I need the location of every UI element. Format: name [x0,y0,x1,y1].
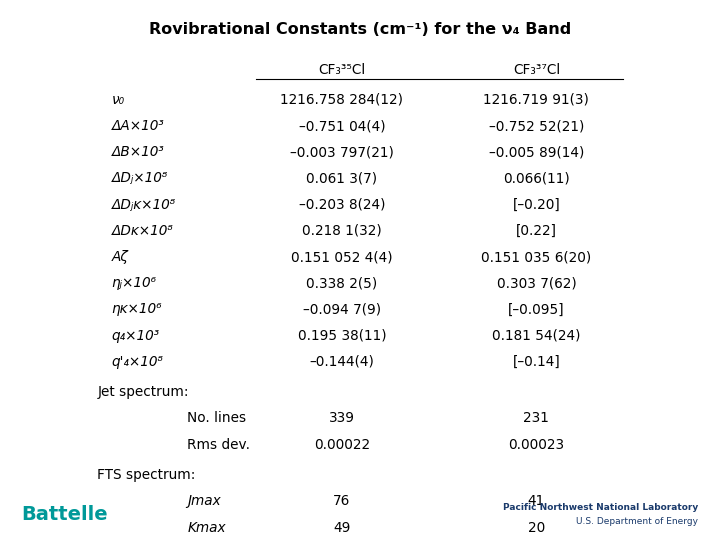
Text: Jmax: Jmax [187,495,221,508]
Text: –0.752 52(21): –0.752 52(21) [489,119,584,133]
Text: 231: 231 [523,411,549,426]
Text: 0.151 035 6(20): 0.151 035 6(20) [481,250,592,264]
Text: 0.181 54(24): 0.181 54(24) [492,329,580,342]
Text: 0.218 1(32): 0.218 1(32) [302,224,382,238]
Text: q'₄×10⁸: q'₄×10⁸ [112,355,163,369]
Text: ΔDᴋ×10⁸: ΔDᴋ×10⁸ [112,224,174,238]
Text: [–0.095]: [–0.095] [508,302,564,316]
Text: Jet spectrum:: Jet spectrum: [97,386,189,399]
Text: 339: 339 [329,411,355,426]
Text: [–0.20]: [–0.20] [513,198,560,212]
Text: No. lines: No. lines [187,411,246,426]
Text: Pacific Northwest National Laboratory: Pacific Northwest National Laboratory [503,503,698,512]
Text: 49: 49 [333,521,351,535]
Text: CF₃³⁷Cl: CF₃³⁷Cl [513,63,560,77]
Text: 0.066(11): 0.066(11) [503,172,570,185]
Text: [–0.14]: [–0.14] [513,355,560,369]
Text: –0.144(4): –0.144(4) [310,355,374,369]
Text: Battelle: Battelle [22,504,108,524]
Text: 1216.758 284(12): 1216.758 284(12) [281,93,403,107]
Text: –0.751 04(4): –0.751 04(4) [299,119,385,133]
Text: –0.003 797(21): –0.003 797(21) [290,145,394,159]
Text: 0.303 7(62): 0.303 7(62) [497,276,576,290]
Text: Rovibrational Constants (cm⁻¹) for the ν₄ Band: Rovibrational Constants (cm⁻¹) for the ν… [149,22,571,37]
Text: ΔB×10³: ΔB×10³ [112,145,164,159]
Text: CF₃³⁵Cl: CF₃³⁵Cl [318,63,366,77]
Text: [0.22]: [0.22] [516,224,557,238]
Text: 20: 20 [528,521,545,535]
Text: 76: 76 [333,495,351,508]
Text: –0.005 89(14): –0.005 89(14) [489,145,584,159]
Text: Kmax: Kmax [187,521,226,535]
Text: ΔDⱼᴋ×10⁸: ΔDⱼᴋ×10⁸ [112,198,176,212]
Text: Rms dev.: Rms dev. [187,438,251,451]
Text: 0.151 052 4(4): 0.151 052 4(4) [291,250,393,264]
Text: –0.203 8(24): –0.203 8(24) [299,198,385,212]
Text: ΔDⱼ×10⁸: ΔDⱼ×10⁸ [112,172,168,185]
Text: ηⱼ×10⁶: ηⱼ×10⁶ [112,276,157,290]
Text: q₄×10³: q₄×10³ [112,329,160,342]
Text: 41: 41 [528,495,545,508]
Text: 0.00022: 0.00022 [314,438,370,451]
Text: Aζ: Aζ [112,250,128,264]
Text: 1216.719 91(3): 1216.719 91(3) [483,93,590,107]
Text: 0.00023: 0.00023 [508,438,564,451]
Text: ΔA×10³: ΔA×10³ [112,119,164,133]
Text: ν₀: ν₀ [112,93,125,107]
Text: 0.338 2(5): 0.338 2(5) [307,276,377,290]
Text: ηᴋ×10⁶: ηᴋ×10⁶ [112,302,162,316]
Text: 0.195 38(11): 0.195 38(11) [297,329,387,342]
Text: –0.094 7(9): –0.094 7(9) [303,302,381,316]
Text: FTS spectrum:: FTS spectrum: [97,468,196,482]
Text: U.S. Department of Energy: U.S. Department of Energy [577,517,698,525]
Text: 0.061 3(7): 0.061 3(7) [307,172,377,185]
